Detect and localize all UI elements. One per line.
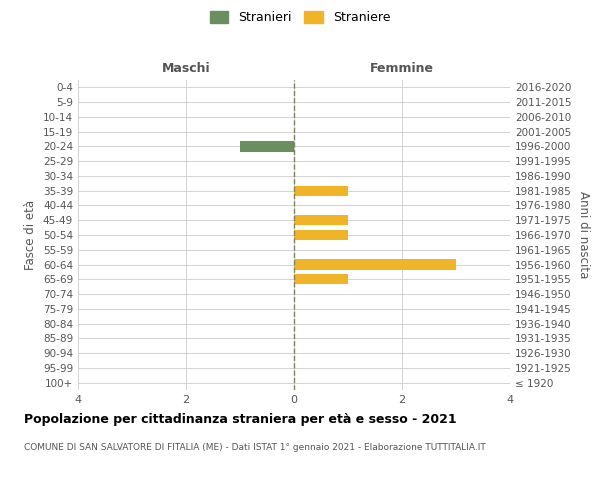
- Bar: [294, 186, 348, 196]
- Bar: [240, 142, 294, 152]
- Legend: Stranieri, Straniere: Stranieri, Straniere: [205, 6, 395, 29]
- Bar: [294, 260, 456, 270]
- Text: Maschi: Maschi: [161, 62, 211, 75]
- Text: COMUNE DI SAN SALVATORE DI FITALIA (ME) - Dati ISTAT 1° gennaio 2021 - Elaborazi: COMUNE DI SAN SALVATORE DI FITALIA (ME) …: [24, 442, 486, 452]
- Bar: [294, 215, 348, 226]
- Bar: [294, 230, 348, 240]
- Text: Femmine: Femmine: [370, 62, 434, 75]
- Bar: [294, 274, 348, 284]
- Text: Popolazione per cittadinanza straniera per età e sesso - 2021: Popolazione per cittadinanza straniera p…: [24, 412, 457, 426]
- Y-axis label: Fasce di età: Fasce di età: [25, 200, 37, 270]
- Y-axis label: Anni di nascita: Anni di nascita: [577, 192, 590, 278]
